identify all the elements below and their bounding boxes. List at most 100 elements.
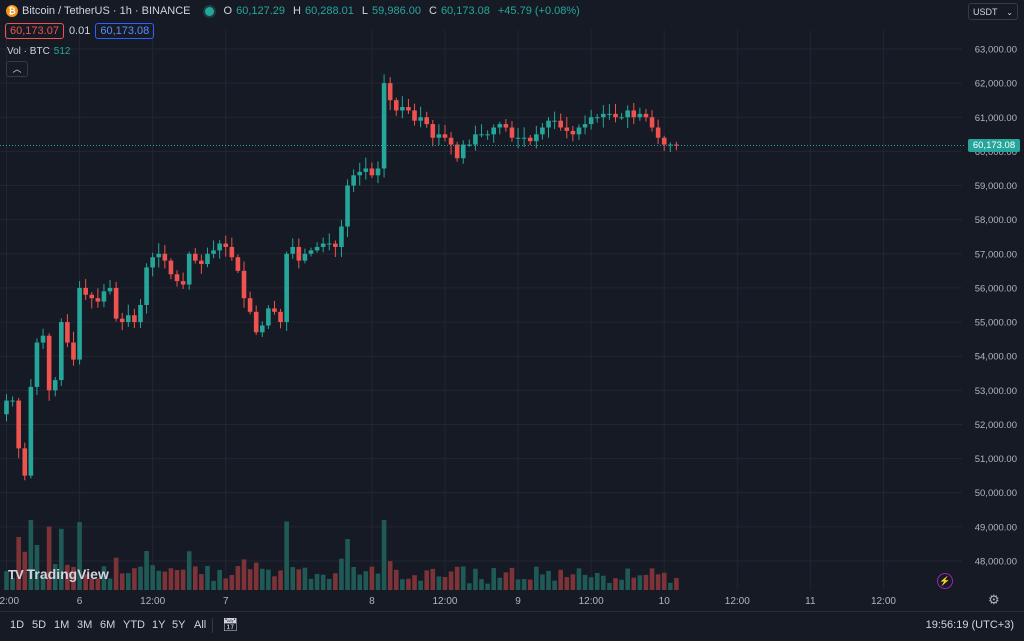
candle-body (527, 137, 533, 142)
calendar-icon[interactable]: 📅︎ (222, 617, 239, 632)
candle-body (339, 226, 344, 247)
candle-body (46, 335, 52, 391)
volume-bar (107, 578, 113, 590)
volume-bar (95, 578, 101, 590)
volume-bar (479, 579, 484, 590)
volume-bar (314, 573, 320, 590)
candle-body (613, 113, 618, 118)
volume-bar (34, 544, 40, 590)
lightning-icon[interactable]: ⚡ (937, 573, 953, 589)
volume-bar (643, 574, 649, 590)
volume-bar (156, 570, 162, 590)
tradingview-logo[interactable]: TV TradingView (8, 566, 109, 582)
y-tick-label: 60,000.00 (975, 147, 1017, 158)
volume-bar (454, 566, 460, 590)
range-1m-button[interactable]: 1M (54, 619, 70, 631)
candle-body (412, 110, 417, 121)
volume-bar (546, 570, 551, 590)
close-value: 60,173.08 (440, 5, 490, 17)
volume-bar (89, 578, 95, 590)
candle-body (418, 117, 423, 121)
candle-body (211, 250, 216, 254)
volume-bar (253, 562, 259, 590)
candle-body (503, 124, 509, 128)
volume-bar (205, 565, 210, 590)
candle-body (473, 134, 478, 145)
volume-bar (119, 573, 125, 590)
candle-body (521, 137, 527, 139)
y-tick-label: 54,000.00 (975, 352, 1017, 363)
candle-body (162, 253, 168, 261)
range-1y-button[interactable]: 1Y (152, 619, 166, 631)
volume-bar (22, 551, 28, 590)
high-key: H (293, 5, 301, 17)
volume-bar (138, 566, 143, 590)
volume-bar (71, 566, 76, 590)
range-ytd-button[interactable]: YTD (123, 619, 145, 631)
symbol-legend[interactable]: ₿ Bitcoin / TetherUS · 1h · BINANCE O 60,… (6, 5, 584, 17)
candle-body (564, 127, 570, 131)
candle-body (156, 253, 162, 258)
candle-body (199, 260, 204, 265)
candle-body (607, 113, 612, 115)
candle-body (534, 134, 539, 142)
volume-bar (65, 564, 70, 590)
x-tick-label: 9 (515, 596, 521, 607)
candle-body (89, 294, 95, 299)
volume-bar (418, 580, 423, 590)
collapse-legend-button[interactable]: ︿ (6, 61, 28, 77)
volume-bar (345, 539, 350, 590)
volume-bar (363, 571, 369, 590)
range-all-button[interactable]: All (194, 619, 207, 631)
volume-bar (607, 582, 612, 590)
last-price-tag: 60,173.08 (968, 138, 1020, 152)
clock-timezone[interactable]: 19:56:19 (UTC+3) (925, 619, 1014, 631)
range-5y-button[interactable]: 5Y (172, 619, 186, 631)
range-1d-button[interactable]: 1D (10, 619, 25, 631)
volume-bar (77, 522, 82, 590)
bottom-toolbar: 1D 5D 1M 3M 6M YTD 1Y 5Y All 📅︎ 19:56:19… (0, 611, 1024, 641)
range-5d-button[interactable]: 5D (32, 619, 47, 631)
x-tick-label: 12:00 (871, 596, 896, 607)
range-3m-button[interactable]: 3M (77, 619, 93, 631)
candle-body (326, 243, 332, 245)
candle-body (205, 253, 210, 265)
candle-body (113, 287, 119, 319)
buy-price-button[interactable]: 60,173.08 (95, 23, 155, 39)
sell-price-button[interactable]: 60,173.07 (5, 23, 64, 39)
x-tick-label: 11 (805, 596, 816, 607)
gear-icon[interactable]: ⚙ (988, 592, 1000, 607)
candle-body (643, 113, 649, 118)
candle-body (16, 400, 21, 449)
volume-bar (199, 574, 204, 590)
symbol-title[interactable]: Bitcoin / TetherUS · 1h · BINANCE (22, 5, 191, 17)
tradingview-logo-icon: TV (8, 566, 24, 582)
volume-bar (534, 566, 539, 590)
candle-body (509, 127, 515, 138)
spread-value: 0.01 (68, 25, 91, 37)
candle-body (497, 124, 503, 128)
candle-body (284, 253, 289, 323)
volume-bar (46, 526, 52, 590)
candle-body (266, 308, 271, 326)
candle-body (180, 281, 186, 285)
volume-bar (570, 574, 576, 590)
volume-bar (241, 559, 247, 590)
candle-body (540, 127, 545, 135)
chevron-down-icon: ⌄ (1006, 8, 1013, 17)
volume-bar (126, 573, 131, 590)
volume-bar (497, 577, 503, 590)
candle-body (661, 137, 667, 145)
candle-body (192, 253, 198, 261)
candle-body (491, 127, 496, 135)
volume-bar (387, 561, 393, 590)
currency-select[interactable]: USDT ⌄ (968, 3, 1018, 20)
volume-legend[interactable]: Vol · BTC 512 (7, 46, 70, 57)
bitcoin-coin-icon: ₿ (6, 5, 18, 17)
candle-body (400, 107, 405, 111)
candle-body (71, 342, 76, 360)
range-6m-button[interactable]: 6M (100, 619, 116, 631)
candle-body (655, 127, 661, 138)
volume-bar (515, 579, 521, 590)
